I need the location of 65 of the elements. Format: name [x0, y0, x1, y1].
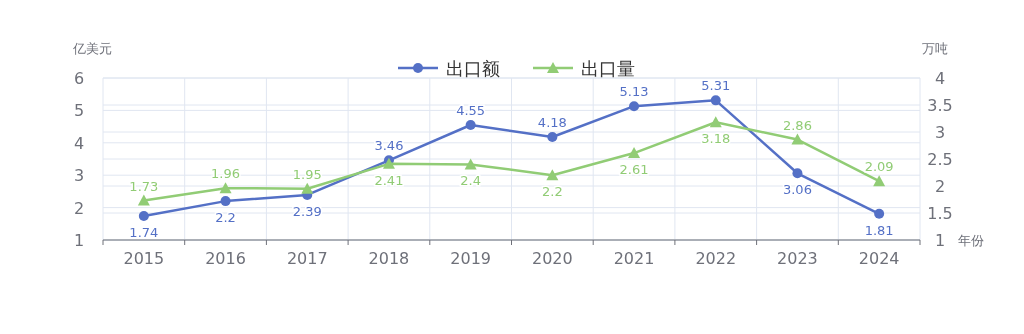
data-label: 2.2: [542, 184, 563, 200]
x-tick-label: 2024: [858, 249, 900, 268]
data-label: 1.96: [211, 166, 241, 182]
y-tick-label: 1: [73, 231, 85, 250]
point: [873, 175, 886, 187]
x-axis-title: 年份: [958, 233, 984, 248]
point: [792, 168, 803, 179]
point: [465, 119, 476, 130]
y2-axis-title: 万吨: [922, 41, 948, 56]
y2-tick-label: 2.5: [927, 150, 953, 169]
legend-label: 出口额: [446, 58, 500, 79]
point: [464, 158, 477, 170]
y-tick-label: 6: [73, 69, 85, 88]
y-tick-label: 3: [73, 166, 85, 186]
x-tick-label: 2017: [286, 249, 328, 268]
y2-tick-label: 1: [934, 231, 946, 250]
y2-tick-label: 4: [934, 69, 946, 88]
data-label: 2.4: [460, 173, 481, 189]
data-label: 3.18: [701, 131, 731, 147]
x-tick-label: 2020: [531, 249, 573, 268]
data-label: 5.31: [701, 78, 731, 94]
data-label: 3.06: [782, 182, 812, 198]
point: [709, 116, 722, 128]
y2-tick-label: 3.5: [927, 96, 953, 115]
x-tick-label: 2015: [123, 249, 165, 268]
x-tick-label: 2022: [695, 249, 737, 268]
data-label: 1.74: [129, 225, 159, 241]
y2-tick-label: 3: [934, 123, 946, 142]
point: [137, 194, 150, 206]
data-label: 5.13: [619, 84, 649, 100]
data-label: 2.09: [864, 159, 894, 175]
point: [547, 131, 558, 142]
x-tick-label: 2016: [205, 249, 246, 268]
data-label: 3.46: [374, 138, 404, 154]
point: [629, 101, 640, 112]
point: [791, 133, 804, 145]
x-tick-label: 2023: [777, 249, 818, 268]
point: [301, 182, 314, 194]
y-axis-title: 亿美元: [72, 41, 112, 56]
point: [219, 182, 232, 194]
data-label: 4.55: [456, 102, 486, 118]
y2-tick-label: 2: [934, 177, 946, 196]
data-label: 1.95: [292, 166, 322, 182]
point: [628, 147, 641, 159]
data-label: 2.2: [215, 210, 236, 226]
y-tick-label: 5: [73, 101, 85, 121]
data-label: 1.73: [129, 178, 159, 194]
point: [220, 196, 231, 207]
data-label: 1.81: [864, 222, 894, 238]
point: [710, 95, 721, 106]
data-label: 4.18: [537, 114, 567, 130]
data-label: 2.39: [292, 203, 322, 219]
data-label: 2.41: [374, 172, 404, 188]
x-tick-label: 2018: [368, 249, 410, 268]
point: [138, 211, 149, 222]
point: [546, 169, 559, 181]
x-tick-label: 2021: [613, 249, 655, 268]
legend-label: 出口量: [581, 58, 635, 79]
y-tick-label: 4: [73, 133, 85, 153]
point: [874, 208, 885, 219]
data-label: 2.86: [782, 117, 812, 133]
x-tick-label: 2019: [450, 249, 492, 268]
data-label: 2.61: [619, 162, 649, 178]
y2-tick-label: 1.5: [927, 204, 953, 223]
y-tick-label: 2: [73, 198, 85, 218]
